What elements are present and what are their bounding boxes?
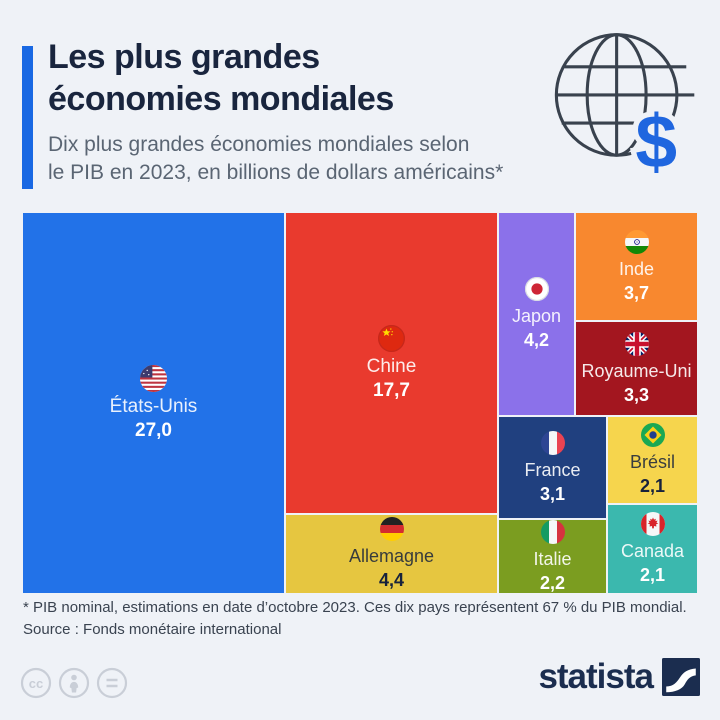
- equals-icon[interactable]: [96, 667, 128, 699]
- country-label: Inde: [618, 258, 655, 279]
- cc-icon[interactable]: cc: [20, 667, 52, 699]
- subtitle-line2: le PIB en 2023, en billions de dollars a…: [48, 161, 504, 184]
- svg-text:cc: cc: [29, 676, 43, 691]
- country-value: 27,0: [135, 419, 172, 441]
- attribution-icon[interactable]: [58, 667, 90, 699]
- country-label: Royaume-Uni: [581, 360, 692, 381]
- flag-ca-icon: [640, 512, 665, 536]
- license-icons: cc: [20, 667, 128, 699]
- footnote-text: * PIB nominal, estimations en date d’oct…: [23, 599, 687, 616]
- statista-wordmark: statista: [538, 657, 654, 696]
- globe-dollar-icon: $: [551, 28, 701, 189]
- country-value: 2,1: [639, 565, 666, 585]
- country-label: Allemagne: [348, 546, 435, 566]
- country-label: Italie: [533, 548, 572, 569]
- subtitle-line1: Dix plus grandes économies mondiales sel…: [48, 133, 470, 156]
- title-line1: Les plus grandes: [48, 38, 320, 76]
- flag-br-icon: [640, 423, 665, 447]
- flag-cn-icon: [378, 324, 405, 352]
- country-value: 17,7: [373, 379, 410, 401]
- page-title: Les plus grandes économies mondiales: [48, 36, 394, 120]
- country-value: 3,7: [623, 282, 650, 303]
- flag-fr-icon: [540, 430, 565, 455]
- treemap-tile-fr: France 3,1: [499, 417, 606, 518]
- country-value: 2,1: [639, 476, 666, 496]
- title-accent-bar: [22, 46, 33, 189]
- country-label: Japon: [511, 306, 562, 326]
- country-label: Canada: [620, 541, 685, 561]
- country-value: 4,2: [523, 330, 550, 350]
- treemap-tile-in: Inde 3,7: [576, 213, 697, 320]
- treemap-tile-us: États-Unis 27,0: [23, 213, 284, 593]
- country-value: 4,4: [378, 570, 405, 590]
- treemap-tile-ca: Canada 2,1: [608, 505, 697, 593]
- country-label: Chine: [366, 355, 417, 377]
- treemap-tile-cn: Chine 17,7: [286, 213, 497, 513]
- title-line2: économies mondiales: [48, 80, 394, 118]
- statista-logo[interactable]: statista: [538, 657, 700, 697]
- flag-us-icon: [140, 364, 167, 392]
- flag-de-icon: [379, 517, 404, 541]
- treemap-tile-gb: Royaume-Uni 3,3: [576, 322, 697, 415]
- country-value: 3,1: [539, 483, 566, 504]
- country-value: 3,3: [623, 384, 650, 405]
- flag-it-icon: [540, 519, 565, 544]
- country-label: France: [524, 459, 581, 480]
- source-text: Source : Fonds monétaire international: [23, 621, 282, 638]
- country-value: 2,2: [539, 572, 566, 593]
- country-label: États-Unis: [109, 395, 198, 417]
- treemap-tile-it: Italie 2,2: [499, 519, 606, 593]
- treemap-tile-br: Brésil 2,1: [608, 417, 697, 503]
- flag-jp-icon: [524, 277, 549, 301]
- flag-in-icon: [624, 229, 649, 254]
- flag-gb-icon: [624, 331, 649, 356]
- svg-text:$: $: [635, 99, 677, 178]
- statista-logo-mark: [662, 658, 700, 696]
- country-label: Brésil: [629, 452, 675, 472]
- page-subtitle: Dix plus grandes économies mondiales sel…: [48, 131, 503, 187]
- treemap-tile-de: Allemagne 4,4: [286, 515, 497, 593]
- treemap: États-Unis 27,0 Chine 17,7 Allemagne 4,4 Ja…: [23, 213, 697, 593]
- treemap-tile-jp: Japon 4,2: [499, 213, 574, 415]
